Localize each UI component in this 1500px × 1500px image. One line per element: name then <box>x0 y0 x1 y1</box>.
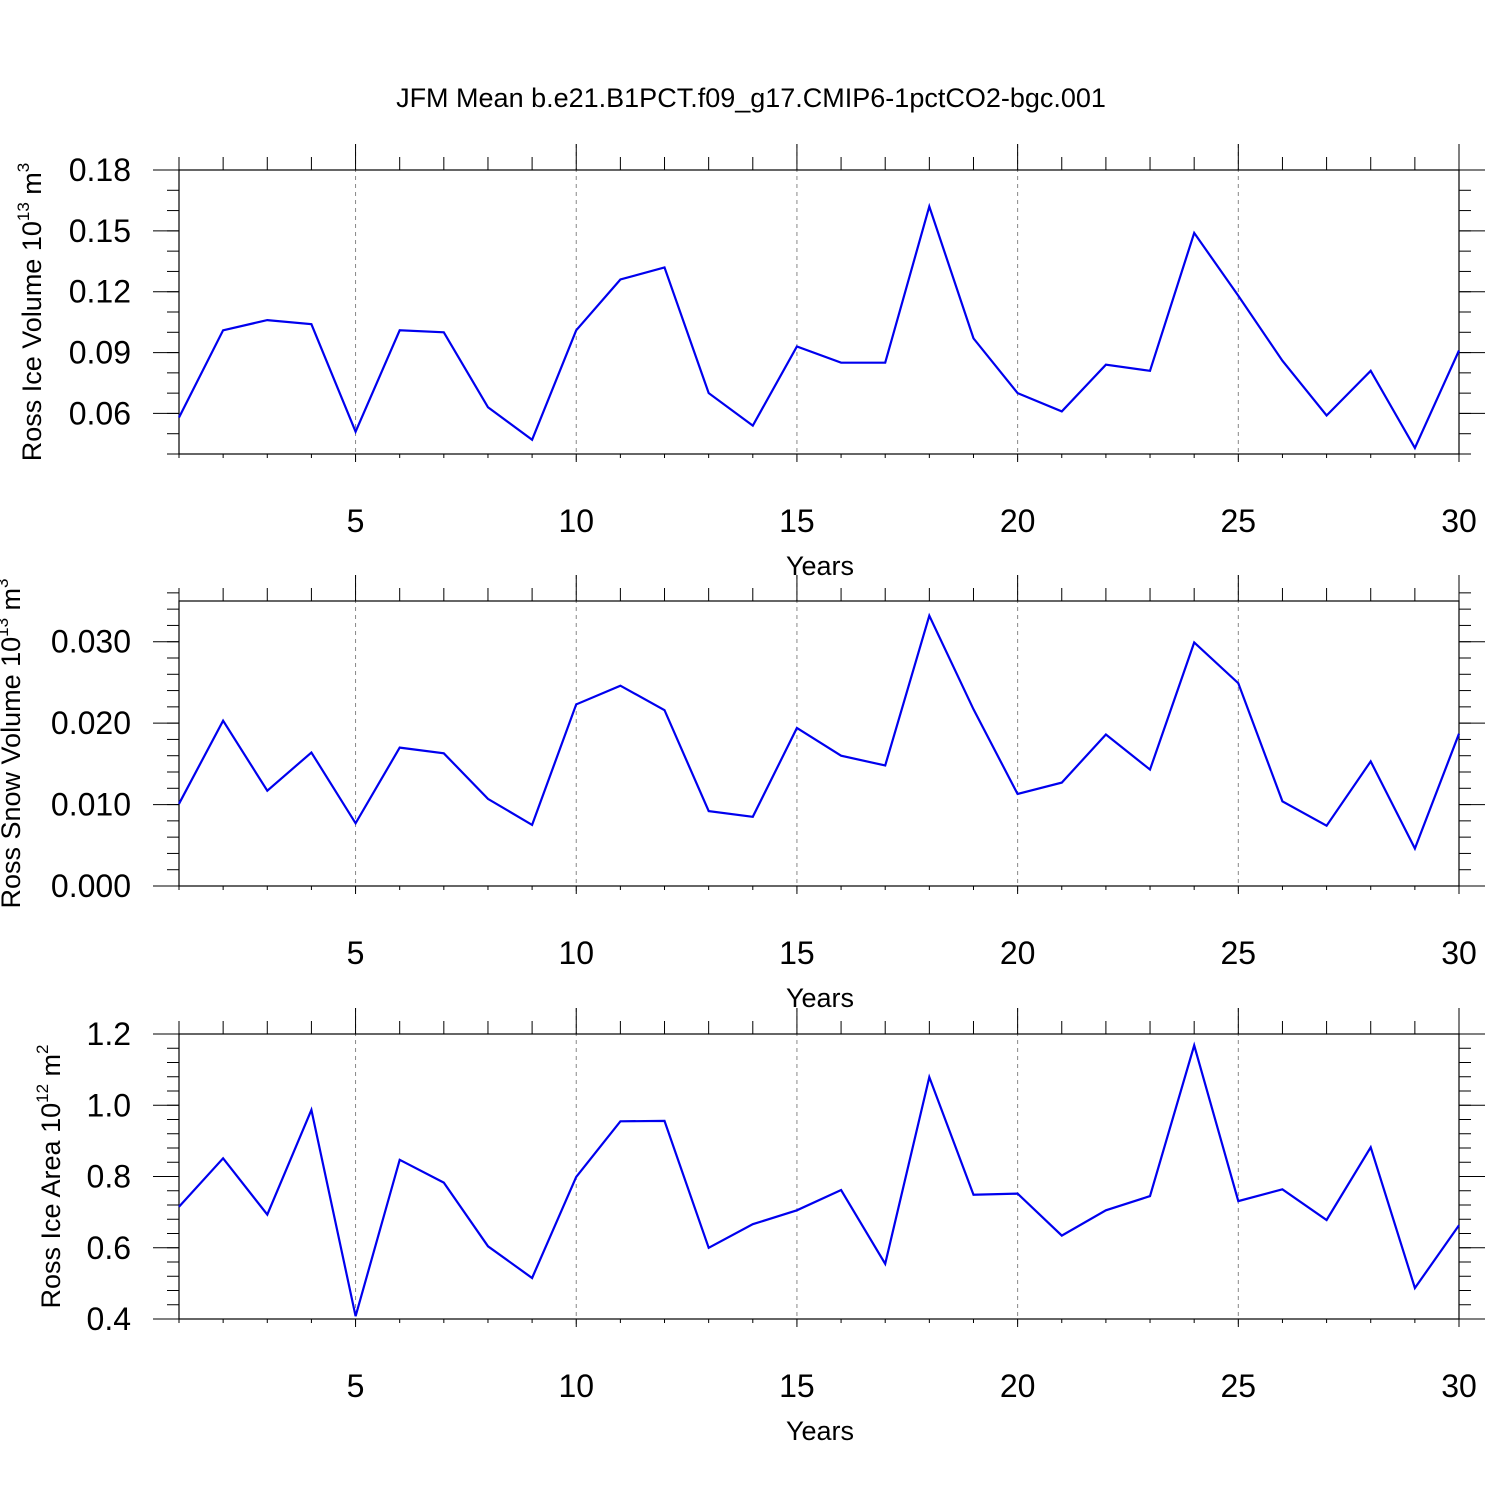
y-tick-label: 0.09 <box>69 335 131 371</box>
x-tick-label: 25 <box>1221 935 1257 971</box>
y-axis-label-unit: m <box>0 588 26 618</box>
y-axis-label-exponent: 13 <box>0 618 12 637</box>
panel-1: 5 10 15 20 25 30 0.06 0.09 0.12 0.15 0.18 Years Ross… <box>14 144 1485 581</box>
x-tick-label: 15 <box>779 1368 815 1404</box>
y-tick-label: 0.8 <box>87 1159 131 1195</box>
y-tick-label: 0.4 <box>87 1301 131 1337</box>
x-axis-label: Years <box>786 551 854 581</box>
plot-frame <box>178 169 1460 455</box>
x-tick-label: 15 <box>779 503 815 539</box>
y-axis-label: Ross Ice Area 1012 m2 <box>33 1044 66 1308</box>
x-tick-label: 30 <box>1441 503 1477 539</box>
y-tick-label: 0.010 <box>51 787 131 823</box>
x-axis-label: Years <box>786 1416 854 1446</box>
y-tick-label: 0.06 <box>69 395 131 431</box>
y-axis-label: Ross Ice Volume 1013 m3 <box>14 163 47 462</box>
y-axis-label-unit-exponent: 2 <box>33 1044 52 1053</box>
series-line <box>178 202 1461 451</box>
y-tick-label: 0.18 <box>69 152 131 188</box>
y-tick-label: 0.15 <box>69 213 131 249</box>
panel-3: 5 10 15 20 25 30 0.4 0.6 0.8 1.0 1.2 Years Ross Ice … <box>33 1008 1485 1446</box>
x-tick-label: 25 <box>1221 1368 1257 1404</box>
panel-2: 5 10 15 20 25 30 0.000 0.010 0.020 0.030 Years Ross… <box>0 575 1485 1013</box>
y-axis-label-exponent: 13 <box>14 202 33 221</box>
y-tick-label: 1.2 <box>87 1016 131 1052</box>
y-axis-label-text: Ross Ice Volume 10 <box>17 221 47 461</box>
x-tick-label: 10 <box>558 935 594 971</box>
y-axis-label-text: Ross Snow Volume 10 <box>0 637 26 909</box>
y-tick-label: 0.6 <box>87 1230 131 1266</box>
x-axis-label: Years <box>786 983 854 1013</box>
x-tick-label: 20 <box>1000 1368 1036 1404</box>
x-tick-label: 30 <box>1441 935 1477 971</box>
y-axis-label-unit-exponent: 3 <box>14 163 33 172</box>
x-tick-label: 10 <box>558 1368 594 1404</box>
y-tick-label: 0.030 <box>51 624 131 660</box>
plot-frame <box>178 1033 1460 1320</box>
y-axis-label-unit: m <box>17 172 47 202</box>
y-axis-label-exponent: 12 <box>33 1084 52 1103</box>
x-tick-label: 5 <box>347 1368 365 1404</box>
x-tick-label: 10 <box>558 503 594 539</box>
x-tick-label: 15 <box>779 935 815 971</box>
series-line <box>178 1041 1460 1317</box>
y-axis-label-unit: m <box>36 1054 66 1084</box>
series-line <box>178 612 1461 852</box>
y-axis-label: Ross Snow Volume 1013 m3 <box>0 578 26 908</box>
y-tick-label: 1.0 <box>87 1087 131 1123</box>
y-tick-label: 0.020 <box>51 705 131 741</box>
x-tick-label: 25 <box>1221 503 1257 539</box>
y-axis-label-unit-exponent: 3 <box>0 578 12 587</box>
y-tick-label: 0.000 <box>51 868 131 904</box>
plot-frame <box>178 600 1460 887</box>
chart-title: JFM Mean b.e21.B1PCT.f09_g17.CMIP6-1pctC… <box>396 83 1106 113</box>
x-tick-label: 30 <box>1441 1368 1477 1404</box>
y-tick-label: 0.12 <box>69 274 131 310</box>
x-tick-label: 5 <box>347 935 365 971</box>
x-tick-label: 5 <box>347 503 365 539</box>
y-axis-label-text: Ross Ice Area 10 <box>36 1103 66 1309</box>
x-tick-label: 20 <box>1000 935 1036 971</box>
x-tick-label: 20 <box>1000 503 1036 539</box>
